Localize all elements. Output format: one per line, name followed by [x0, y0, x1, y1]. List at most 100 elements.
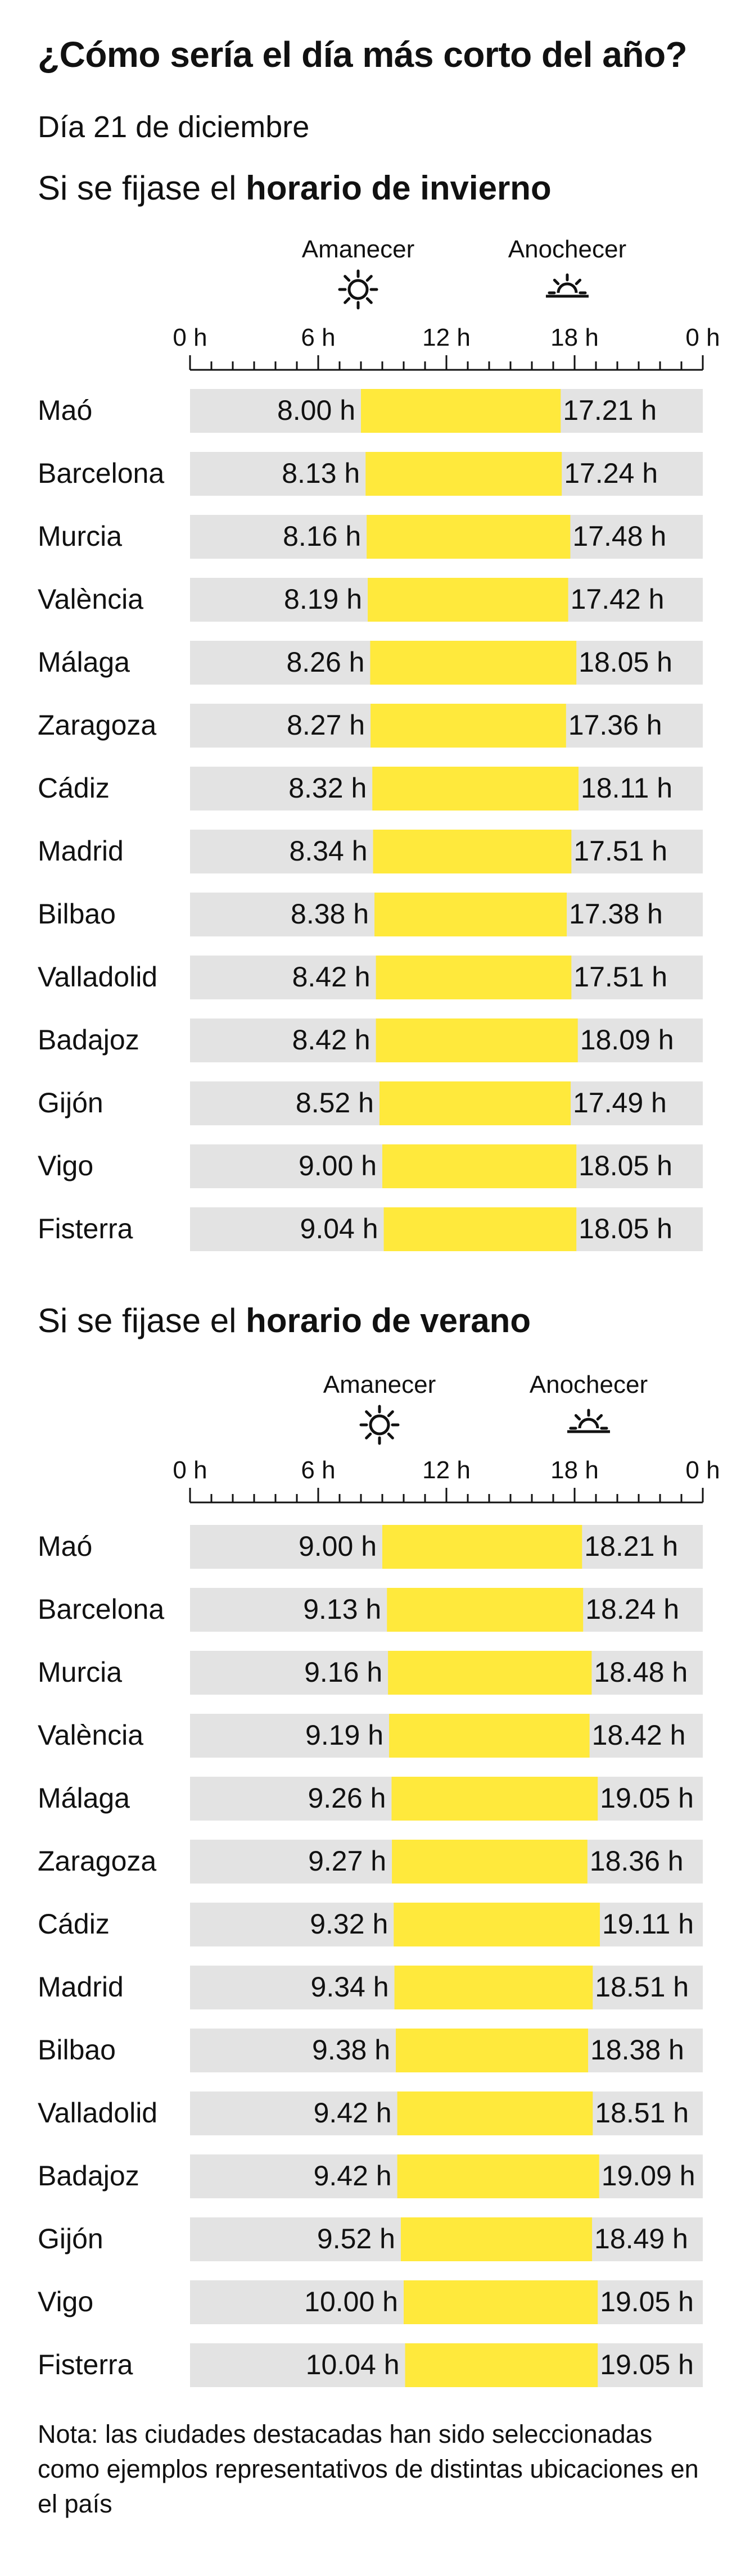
sunrise-value: 9.00 h: [299, 1150, 377, 1181]
sun-ray: [387, 1432, 394, 1439]
sunset-value: 18.11 h: [581, 772, 672, 804]
sunrise-value: 8.38 h: [291, 898, 369, 930]
sunset-value: 19.05 h: [600, 2286, 694, 2317]
sun-ray: [365, 1410, 372, 1418]
table-row: Zaragoza 8.27 h 17.36 h: [38, 704, 703, 748]
sunset-half-sun: [557, 282, 578, 293]
sunrise-value: 9.34 h: [311, 1971, 389, 2003]
sunrise-value: 9.52 h: [317, 2223, 395, 2254]
sunset-value: 17.36 h: [568, 709, 662, 741]
tick-label: 6 h: [301, 324, 335, 351]
sunrise-label: Amanecer: [323, 1371, 436, 1398]
sunset-half-sun: [578, 1418, 599, 1429]
sunset-value: 17.48 h: [572, 520, 666, 552]
table-row: Barcelona 9.13 h 18.24 h: [38, 1588, 703, 1632]
daylight-bar: [383, 1207, 577, 1251]
daylight-bar: [373, 830, 572, 873]
tick-label: 6 h: [301, 1456, 335, 1484]
sunset-value: 18.48 h: [594, 1656, 688, 1688]
city-label: Fisterra: [38, 1213, 133, 1244]
table-row: Valladolid 8.42 h 17.51 h: [38, 956, 703, 999]
x-axis: 0 h 6 h 12 h 18 h 0 h: [173, 1456, 720, 1504]
sun-core: [369, 1414, 390, 1436]
summer-chart: Amanecer Anochecer 0 h 6 h 12 h 18 h 0 h Maó 9.0…: [38, 1371, 720, 2387]
sunset-value: 19.11 h: [602, 1908, 694, 1940]
sunset-ray: [596, 1414, 603, 1421]
city-label: Valladolid: [38, 961, 157, 993]
table-row: Bilbao 9.38 h 18.38 h: [38, 2029, 703, 2072]
city-label: Valladolid: [38, 2097, 157, 2129]
city-label: Maó: [38, 1531, 92, 1562]
sunrise-label: Amanecer: [302, 236, 415, 263]
table-row: Cádiz 8.32 h 18.11 h: [38, 767, 703, 811]
table-row: Madrid 9.34 h 18.51 h: [38, 1966, 703, 2009]
footnote: Nota: las ciudades destacadas han sido s…: [38, 2420, 699, 2518]
sunset-value: 18.49 h: [594, 2223, 688, 2254]
city-label: Barcelona: [38, 1593, 164, 1625]
daylight-bar: [365, 452, 562, 496]
sun-ray: [365, 1432, 372, 1439]
city-label: Vigo: [38, 2286, 93, 2317]
table-row: Fisterra 9.04 h 18.05 h: [38, 1207, 703, 1251]
table-row: Cádiz 9.32 h 19.11 h: [38, 1903, 703, 1946]
sunrise-value: 9.16 h: [304, 1656, 382, 1688]
daylight-bar: [387, 1588, 584, 1632]
city-label: València: [38, 1719, 143, 1751]
sunrise-value: 9.26 h: [308, 1782, 386, 1814]
tick-label: 12 h: [422, 1456, 471, 1484]
sunrise-value: 9.19 h: [305, 1719, 383, 1751]
table-row: Málaga 8.26 h 18.05 h: [38, 641, 703, 685]
city-label: Madrid: [38, 835, 124, 867]
tick-label: 0 h: [173, 324, 207, 351]
sun-ray: [344, 275, 351, 282]
sunrise-value: 9.38 h: [312, 2034, 390, 2066]
table-row: Barcelona 8.13 h 17.24 h: [38, 452, 703, 496]
city-label: Cádiz: [38, 772, 110, 804]
table-row: Madrid 8.34 h 17.51 h: [38, 830, 703, 873]
section-title-summer: Si se fijase el horario de verano: [38, 1301, 531, 1340]
daylight-bar: [374, 893, 567, 936]
sunset-value: 17.49 h: [573, 1087, 667, 1119]
table-row: Fisterra 10.04 h 19.05 h: [38, 2343, 703, 2387]
sunset-value: 18.24 h: [585, 1593, 679, 1625]
daylight-bar: [376, 956, 572, 999]
sunset-value: 19.09 h: [602, 2160, 695, 2192]
city-label: Madrid: [38, 1971, 124, 2003]
sunset-value: 18.42 h: [592, 1719, 686, 1751]
section-title-bold: horario de invierno: [246, 169, 552, 207]
sunrise-value: 9.42 h: [314, 2097, 392, 2129]
daylight-bar: [368, 578, 568, 622]
sunrise-value: 8.42 h: [292, 1024, 371, 1056]
section-title-prefix: Si se fijase el: [38, 1302, 246, 1339]
daylight-bar: [400, 2217, 593, 2261]
city-label: Barcelona: [38, 458, 164, 489]
sunset-value: 18.05 h: [579, 646, 672, 678]
city-label: Vigo: [38, 1150, 93, 1181]
sunrise-value: 8.19 h: [284, 583, 362, 615]
daylight-bar: [396, 2029, 589, 2072]
sunset-value: 18.36 h: [590, 1845, 684, 1877]
table-row: Málaga 9.26 h 19.05 h: [38, 1777, 703, 1821]
sunset-label: Anochecer: [508, 236, 626, 263]
table-row: Gijón 8.52 h 17.49 h: [38, 1081, 703, 1125]
sunrise-value: 8.27 h: [287, 709, 365, 741]
sunset-value: 18.38 h: [590, 2034, 684, 2066]
table-row: Bilbao 8.38 h 17.38 h: [38, 893, 703, 936]
sunset-value: 17.51 h: [573, 835, 667, 867]
city-label: Badajoz: [38, 2160, 139, 2192]
daylight-bar: [382, 1525, 582, 1569]
table-row: Maó 8.00 h 17.21 h: [38, 389, 703, 433]
sunrise-value: 10.00 h: [304, 2286, 398, 2317]
city-label: Málaga: [38, 1782, 130, 1814]
section-title-bold: horario de verano: [246, 1302, 531, 1339]
table-row: Badajoz 8.42 h 18.09 h: [38, 1018, 703, 1062]
page-title: ¿Cómo sería el día más corto del año?: [38, 34, 688, 75]
section-title-prefix: Si se fijase el: [38, 169, 246, 207]
sun-ray: [344, 297, 351, 304]
sunset-value: 19.05 h: [600, 2349, 694, 2380]
city-label: València: [38, 583, 143, 615]
sunrise-value: 8.13 h: [282, 458, 360, 489]
sunrise-value: 9.13 h: [303, 1593, 381, 1625]
page-subtitle: Día 21 de diciembre: [38, 110, 310, 144]
sunset-value: 17.42 h: [571, 583, 665, 615]
